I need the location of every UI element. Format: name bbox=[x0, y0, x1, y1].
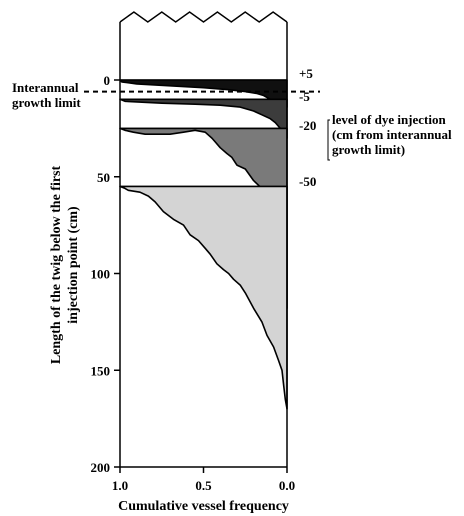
broken-axis-zigzag bbox=[119, 11, 288, 23]
series-label-2: -20 bbox=[299, 118, 316, 133]
y-axis-title-line-1: injection point (cm) bbox=[66, 206, 81, 324]
series-label-1: -5 bbox=[299, 89, 310, 104]
series-area-3 bbox=[119, 185, 288, 410]
x-tick-label-1: 0.5 bbox=[195, 478, 212, 493]
x-axis-title: Cumulative vessel frequency bbox=[118, 499, 289, 514]
y-axis-title-line-0: Length of the twig below the first bbox=[49, 166, 64, 365]
series-label-0: +5 bbox=[299, 66, 313, 81]
injection-note-line-2: growth limit) bbox=[332, 142, 405, 157]
y-tick-label-3: 150 bbox=[91, 363, 111, 378]
injection-note-bracket bbox=[327, 119, 330, 161]
y-tick-label-4: 200 bbox=[91, 460, 111, 475]
y-tick-label-0: 0 bbox=[104, 73, 111, 88]
plot-frame bbox=[84, 11, 330, 473]
injection-note-line-1: (cm from interannual bbox=[332, 127, 452, 142]
series-layer bbox=[119, 79, 288, 410]
growth-limit-label-line-0: Interannual bbox=[12, 80, 79, 95]
injection-note-line-0: level of dye injection bbox=[332, 112, 446, 127]
growth-limit-label-line-1: growth limit bbox=[12, 95, 81, 110]
x-tick-label-0: 1.0 bbox=[112, 478, 128, 493]
series-label-3: -50 bbox=[299, 174, 316, 189]
y-tick-label-2: 100 bbox=[91, 267, 111, 282]
y-tick-label-1: 50 bbox=[97, 170, 110, 185]
x-tick-label-2: 0.0 bbox=[279, 478, 295, 493]
